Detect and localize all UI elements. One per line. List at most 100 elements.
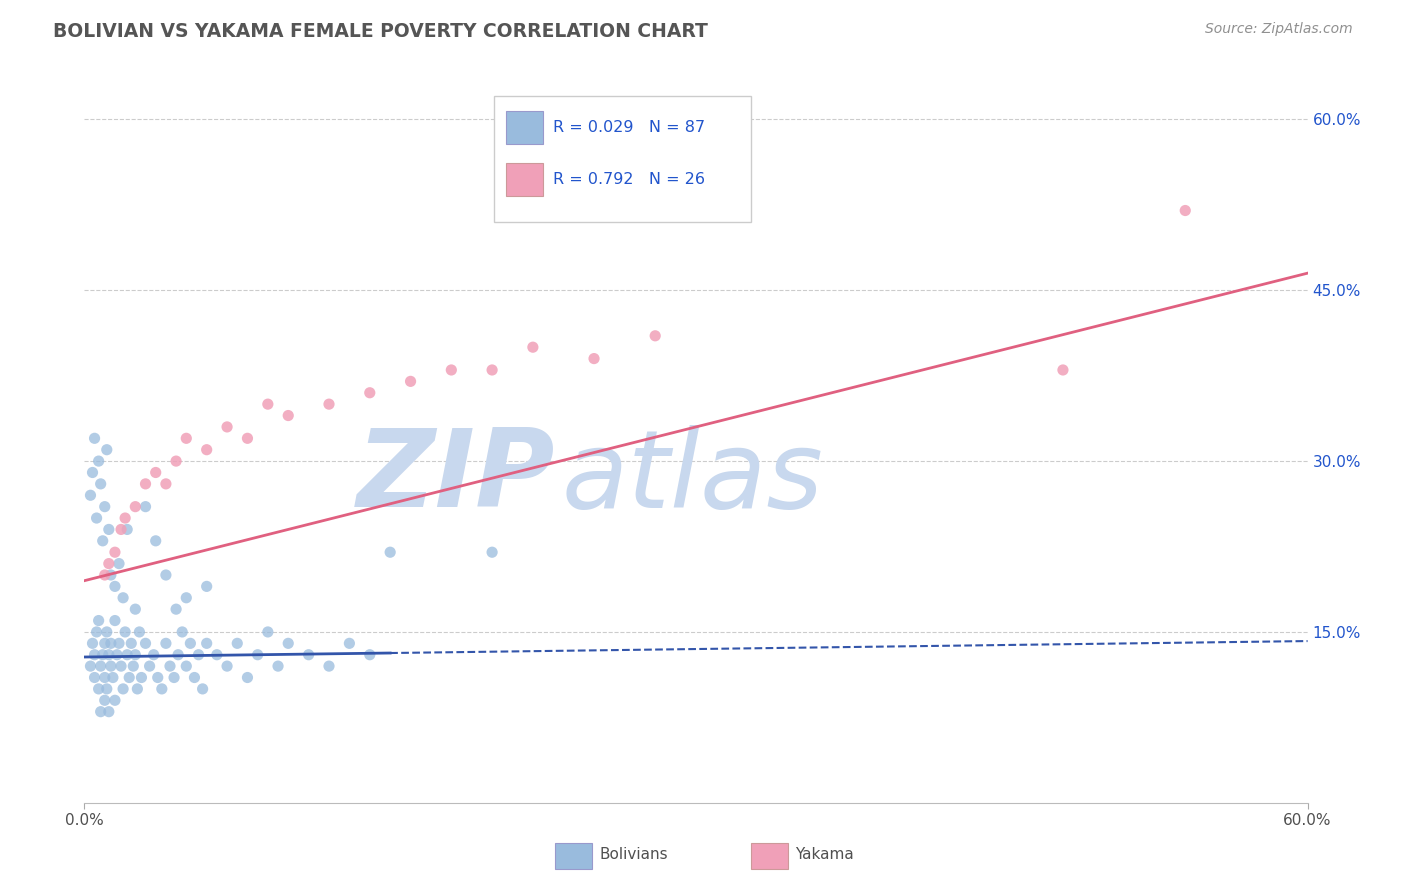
Point bbox=[86, 624, 108, 639]
Point bbox=[217, 420, 239, 434]
Point bbox=[87, 614, 110, 628]
Point bbox=[135, 476, 157, 491]
Point bbox=[159, 659, 181, 673]
Text: ZIP: ZIP bbox=[357, 424, 555, 530]
Point bbox=[79, 659, 101, 673]
Point bbox=[93, 693, 115, 707]
Point bbox=[108, 557, 131, 571]
Point bbox=[246, 648, 269, 662]
Point bbox=[174, 659, 197, 673]
Point bbox=[104, 545, 127, 559]
Point bbox=[359, 648, 381, 662]
Point bbox=[91, 648, 114, 662]
Point bbox=[145, 533, 167, 548]
Point bbox=[195, 442, 218, 457]
Point bbox=[146, 671, 169, 685]
Point bbox=[86, 511, 108, 525]
Point bbox=[105, 648, 128, 662]
Point bbox=[93, 568, 115, 582]
Point bbox=[142, 648, 165, 662]
Point bbox=[79, 488, 101, 502]
Point bbox=[118, 671, 141, 685]
Point bbox=[114, 624, 136, 639]
Point bbox=[165, 602, 187, 616]
Point bbox=[83, 671, 105, 685]
FancyBboxPatch shape bbox=[506, 163, 543, 195]
Point bbox=[163, 671, 186, 685]
Point bbox=[97, 705, 120, 719]
Point bbox=[318, 659, 340, 673]
Point bbox=[339, 636, 361, 650]
Point bbox=[90, 659, 112, 673]
Point bbox=[120, 636, 142, 650]
Text: BOLIVIAN VS YAKAMA FEMALE POVERTY CORRELATION CHART: BOLIVIAN VS YAKAMA FEMALE POVERTY CORREL… bbox=[53, 22, 709, 41]
Point bbox=[138, 659, 160, 673]
Point bbox=[135, 636, 157, 650]
Point bbox=[87, 454, 110, 468]
Point bbox=[380, 545, 402, 559]
Point bbox=[145, 466, 167, 480]
FancyBboxPatch shape bbox=[751, 843, 787, 870]
Point bbox=[399, 375, 422, 389]
Point bbox=[167, 648, 190, 662]
Point bbox=[183, 671, 205, 685]
Point bbox=[124, 500, 146, 514]
Point bbox=[96, 681, 118, 696]
Point bbox=[97, 648, 120, 662]
Text: Yakama: Yakama bbox=[794, 847, 853, 863]
Text: Source: ZipAtlas.com: Source: ZipAtlas.com bbox=[1205, 22, 1353, 37]
Point bbox=[155, 568, 177, 582]
Point bbox=[1174, 203, 1197, 218]
Point bbox=[100, 636, 122, 650]
Point bbox=[93, 500, 115, 514]
Point bbox=[318, 397, 340, 411]
Point bbox=[257, 397, 280, 411]
Point bbox=[97, 557, 120, 571]
Text: Bolivians: Bolivians bbox=[599, 847, 668, 863]
Point bbox=[583, 351, 606, 366]
Point bbox=[135, 500, 157, 514]
Point bbox=[112, 591, 135, 605]
Point bbox=[115, 648, 138, 662]
Point bbox=[82, 636, 104, 650]
Point bbox=[104, 614, 127, 628]
Text: R = 0.029   N = 87: R = 0.029 N = 87 bbox=[553, 120, 704, 135]
Point bbox=[131, 671, 153, 685]
Point bbox=[124, 648, 146, 662]
Point bbox=[236, 431, 259, 445]
Point bbox=[115, 523, 138, 537]
Point bbox=[217, 659, 239, 673]
Point bbox=[165, 454, 187, 468]
Point bbox=[96, 624, 118, 639]
Point bbox=[155, 636, 177, 650]
Point bbox=[91, 533, 114, 548]
Point bbox=[101, 671, 124, 685]
Point bbox=[236, 671, 259, 685]
Point bbox=[277, 636, 299, 650]
Point bbox=[440, 363, 463, 377]
Point bbox=[481, 545, 503, 559]
Point bbox=[104, 693, 127, 707]
Point bbox=[522, 340, 544, 354]
Point bbox=[93, 671, 115, 685]
Point bbox=[108, 636, 131, 650]
FancyBboxPatch shape bbox=[494, 95, 751, 221]
Point bbox=[110, 659, 132, 673]
Point bbox=[174, 431, 197, 445]
Point bbox=[100, 568, 122, 582]
Text: atlas: atlas bbox=[561, 425, 824, 530]
Point bbox=[277, 409, 299, 423]
Point bbox=[87, 681, 110, 696]
Point bbox=[298, 648, 321, 662]
Point bbox=[122, 659, 145, 673]
Point bbox=[267, 659, 290, 673]
Point bbox=[104, 579, 127, 593]
Point bbox=[179, 636, 201, 650]
Point bbox=[124, 602, 146, 616]
Point bbox=[83, 431, 105, 445]
Point bbox=[257, 624, 280, 639]
FancyBboxPatch shape bbox=[506, 112, 543, 144]
Point bbox=[110, 523, 132, 537]
Point bbox=[83, 648, 105, 662]
Point bbox=[93, 636, 115, 650]
